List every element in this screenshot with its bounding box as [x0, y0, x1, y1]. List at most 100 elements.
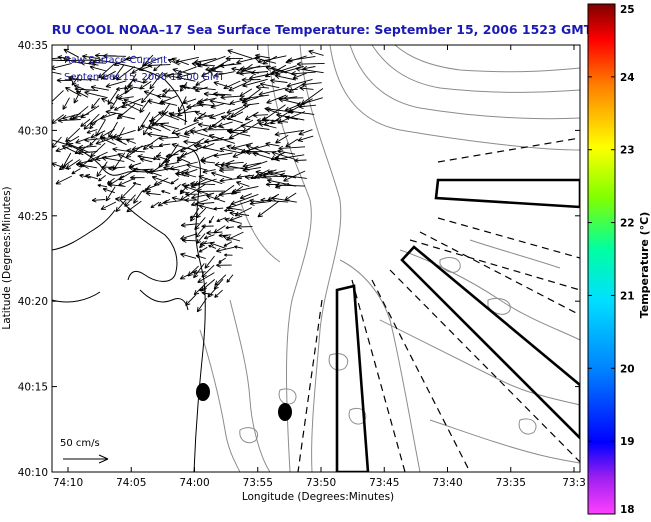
x-tick-label: 74:00 — [179, 477, 209, 489]
current-vector — [179, 270, 196, 280]
current-vector — [139, 81, 152, 90]
current-vector — [299, 85, 314, 91]
x-tick-label: 73:3 — [562, 477, 586, 489]
current-vector — [264, 64, 287, 78]
current-vector — [193, 282, 208, 296]
current-vector — [167, 73, 196, 82]
current-vector — [196, 298, 207, 313]
current-vector — [161, 189, 171, 195]
current-vector — [210, 171, 233, 180]
current-vector — [117, 95, 134, 101]
mooring-marker-1 — [196, 383, 210, 401]
current-vector — [105, 186, 116, 202]
current-vector — [198, 204, 217, 211]
current-vector — [193, 143, 223, 153]
figure-title: RU COOL NOAA–17 Sea Surface Temperature:… — [52, 22, 593, 37]
current-vector — [286, 78, 313, 88]
current-vector — [100, 201, 117, 210]
current-vector — [180, 138, 205, 153]
current-vector — [179, 189, 189, 194]
current-vector — [180, 183, 206, 201]
current-vector — [91, 60, 107, 66]
current-vector — [102, 53, 127, 59]
current-vector — [68, 76, 89, 82]
current-vector — [308, 49, 324, 56]
current-vector — [274, 154, 305, 162]
current-vector — [91, 197, 106, 203]
current-vector — [183, 185, 209, 195]
current-vector — [213, 71, 235, 78]
current-vectors — [52, 48, 325, 313]
current-vector — [276, 112, 305, 121]
current-vector — [91, 97, 100, 109]
current-vector — [298, 129, 313, 136]
x-tick-label: 73:50 — [306, 477, 336, 489]
current-vector — [115, 199, 127, 213]
colorbar-tick-label: 24 — [620, 72, 635, 84]
current-vector — [148, 125, 162, 132]
colorbar — [587, 3, 616, 515]
current-vector — [86, 129, 98, 134]
x-axis-ticks: 74:10 74:05 74:00 73:55 73:50 73:45 73:40 73:35… — [53, 45, 586, 489]
current-vector — [153, 177, 169, 186]
current-vector — [144, 169, 162, 177]
current-vector — [197, 114, 214, 120]
radar-sight-lines — [297, 137, 580, 472]
current-vector — [58, 159, 74, 171]
current-vector — [180, 222, 199, 228]
current-vector — [284, 192, 297, 201]
x-tick-label: 73:35 — [496, 477, 526, 489]
current-vector — [259, 82, 280, 89]
current-vector — [210, 103, 225, 109]
current-vector — [156, 93, 171, 99]
current-vector — [88, 56, 108, 65]
current-vector — [219, 147, 242, 154]
y-tick-label: 40:30 — [18, 125, 48, 137]
current-vector — [222, 234, 241, 242]
current-vector — [185, 294, 197, 306]
current-vector — [65, 159, 81, 170]
current-vector — [258, 87, 287, 97]
current-vector — [228, 80, 252, 92]
current-vector — [257, 55, 287, 64]
x-tick-label: 73:55 — [243, 477, 273, 489]
colorbar-tick-label: 21 — [620, 290, 635, 302]
current-vector — [171, 142, 198, 152]
current-vector — [209, 241, 226, 249]
current-vector — [174, 183, 181, 190]
current-vector — [219, 63, 242, 69]
plot-frame — [51, 44, 581, 473]
current-vector — [252, 112, 269, 118]
current-vector — [278, 145, 306, 151]
plot-area — [52, 45, 580, 472]
current-vector — [165, 153, 179, 159]
y-tick-label: 40:15 — [18, 382, 48, 394]
current-vector — [80, 118, 91, 127]
x-tick-label: 73:40 — [432, 477, 462, 489]
current-vector — [118, 113, 135, 120]
current-vector — [63, 57, 81, 64]
current-vector — [140, 124, 153, 130]
current-vector — [255, 169, 278, 176]
current-vector — [255, 53, 270, 59]
current-vector — [169, 161, 198, 171]
current-vector — [214, 184, 235, 200]
colorbar-tick-label: 22 — [620, 218, 635, 230]
current-vector — [117, 153, 135, 163]
y-tick-label: 40:35 — [18, 40, 48, 52]
current-vector — [261, 117, 289, 123]
current-vector — [101, 70, 116, 80]
current-vector — [255, 84, 270, 90]
current-vector — [290, 71, 316, 77]
current-vector — [141, 189, 151, 193]
current-vector — [209, 111, 226, 119]
current-vector — [100, 113, 117, 120]
current-vector — [201, 264, 215, 278]
y-axis-ticks: 40:35 40:30 40:25 40:20 40:15 40:10 — [18, 40, 580, 479]
y-axis-label: Latitude (Degrees:Minutes) — [1, 186, 13, 329]
current-vector — [224, 208, 233, 213]
current-vector — [147, 99, 163, 106]
colorbar-label: Temperature (°C) — [638, 212, 651, 319]
current-vector — [239, 193, 252, 200]
current-vector — [227, 200, 250, 210]
